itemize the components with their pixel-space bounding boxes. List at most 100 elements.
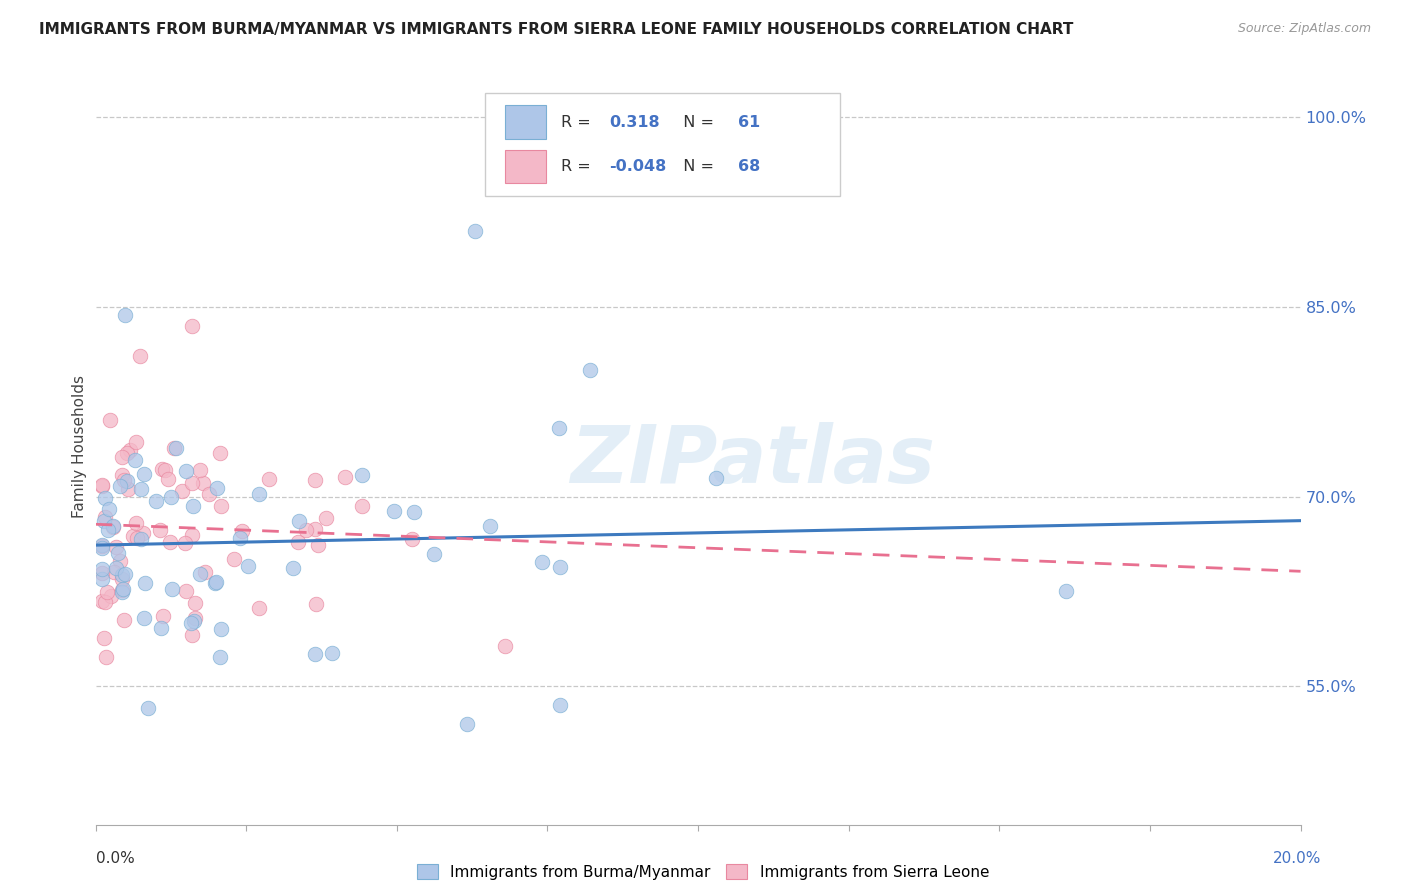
Point (228, 532, 250, 546)
Point (181, 500, 204, 514)
Point (93, 491, 115, 505)
Point (190, 566, 212, 581)
Point (93, 514, 115, 528)
Point (321, 646, 343, 660)
Point (90, 541, 112, 556)
Point (112, 613, 135, 627)
Point (132, 525, 155, 540)
Point (304, 522, 326, 536)
Text: 0.0%: 0.0% (96, 852, 135, 866)
Point (129, 532, 152, 546)
Point (97, 524, 120, 538)
Point (94, 650, 117, 665)
Text: 61: 61 (738, 114, 761, 129)
Point (90, 562, 112, 576)
Point (352, 467, 374, 482)
Text: 20.0%: 20.0% (1274, 852, 1322, 866)
Point (209, 500, 232, 514)
Point (464, 224, 486, 238)
Point (162, 582, 184, 596)
Point (531, 555, 554, 569)
Point (174, 584, 197, 599)
Point (90, 478, 112, 492)
Point (333, 469, 356, 483)
Point (107, 546, 129, 560)
Point (170, 483, 193, 498)
Point (174, 536, 197, 550)
Point (249, 601, 271, 615)
Point (94, 510, 117, 524)
Point (104, 540, 127, 554)
Point (305, 597, 328, 611)
Point (209, 446, 232, 460)
Point (231, 524, 253, 539)
Point (209, 622, 232, 636)
Point (548, 559, 571, 574)
Text: Source: ZipAtlas.com: Source: ZipAtlas.com (1237, 22, 1371, 36)
Text: R =: R = (561, 159, 596, 174)
Point (548, 698, 571, 712)
Point (114, 308, 136, 322)
Point (90, 573, 112, 587)
Point (157, 472, 180, 486)
Point (110, 554, 132, 568)
Point (117, 482, 139, 496)
Point (208, 650, 231, 665)
Point (304, 647, 326, 661)
Point (198, 487, 221, 501)
Point (150, 462, 173, 476)
Point (159, 535, 181, 549)
Point (111, 582, 134, 597)
Point (145, 493, 167, 508)
Point (163, 441, 186, 455)
Point (90, 594, 112, 608)
Point (174, 464, 197, 478)
Point (183, 611, 205, 625)
Point (165, 441, 187, 455)
Point (315, 511, 337, 525)
Point (295, 523, 318, 537)
Point (100, 589, 122, 603)
Point (207, 481, 229, 495)
Point (152, 608, 174, 623)
Point (114, 567, 136, 582)
Point (247, 487, 270, 501)
Point (191, 475, 214, 490)
Point (101, 519, 124, 533)
Text: N =: N = (673, 159, 718, 174)
Point (401, 532, 423, 546)
Point (124, 453, 146, 467)
Point (125, 516, 148, 531)
Point (131, 482, 153, 496)
Point (181, 527, 204, 541)
Point (222, 551, 245, 566)
Point (456, 717, 478, 731)
Point (350, 499, 373, 513)
Point (304, 473, 326, 487)
Point (238, 558, 260, 573)
Text: ZIPatlas: ZIPatlas (569, 422, 935, 500)
Point (704, 470, 727, 484)
Point (90, 538, 112, 552)
Point (283, 560, 305, 574)
Point (382, 504, 405, 518)
Point (115, 446, 138, 460)
Point (288, 514, 311, 528)
Point (184, 596, 207, 610)
Point (96, 584, 118, 599)
Point (422, 547, 444, 561)
Point (101, 519, 124, 533)
Point (478, 519, 501, 533)
Point (132, 611, 155, 625)
Legend: Immigrants from Burma/Myanmar, Immigrants from Sierra Leone: Immigrants from Burma/Myanmar, Immigrant… (416, 864, 990, 880)
Point (111, 468, 134, 483)
Point (120, 442, 142, 457)
Text: -0.048: -0.048 (609, 159, 666, 174)
Y-axis label: Family Households: Family Households (72, 375, 87, 517)
Point (90, 539, 112, 553)
Point (117, 474, 139, 488)
Point (402, 505, 425, 519)
Text: R =: R = (561, 114, 596, 129)
Point (180, 616, 202, 631)
Point (125, 531, 148, 545)
